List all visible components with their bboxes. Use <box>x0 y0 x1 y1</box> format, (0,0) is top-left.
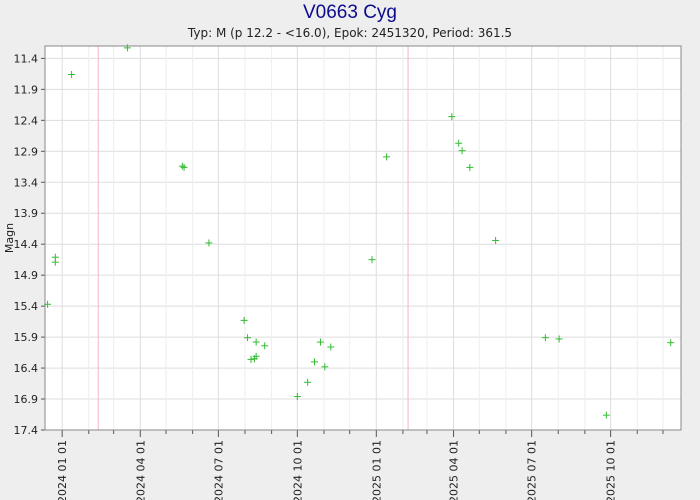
data-point <box>252 352 260 360</box>
y-tick-label: 15.9 <box>14 331 39 344</box>
y-tick-label: 16.9 <box>14 393 39 406</box>
data-points <box>44 44 675 419</box>
data-point <box>492 236 500 244</box>
data-point <box>247 355 255 363</box>
data-point <box>466 163 474 171</box>
y-tick-label: 11.4 <box>14 52 39 65</box>
y-tick-label: 13.4 <box>14 176 39 189</box>
x-tick-label: 2025 01 01 <box>370 440 383 500</box>
data-point <box>178 162 186 170</box>
data-point <box>317 338 325 346</box>
plot-border <box>44 45 682 431</box>
data-point <box>368 256 376 264</box>
x-tick-label: 2024 10 01 <box>291 440 304 500</box>
x-tick-label: 2025 07 01 <box>526 440 539 500</box>
data-point <box>293 393 301 401</box>
data-point <box>205 239 213 247</box>
data-point <box>51 258 59 266</box>
chart-title: V0663 Cyg <box>303 2 397 23</box>
y-axis-label: Magn <box>3 223 16 253</box>
y-tick-label: 11.9 <box>14 83 39 96</box>
data-point <box>123 44 131 52</box>
data-point <box>240 316 248 324</box>
data-point <box>602 411 610 419</box>
data-point <box>311 358 319 366</box>
data-point <box>321 363 329 371</box>
y-tick-label: 12.4 <box>14 114 39 127</box>
data-point <box>44 300 52 308</box>
period-lines <box>97 46 409 430</box>
data-point <box>261 342 269 350</box>
y-tick-label: 14.4 <box>14 238 39 251</box>
x-tick-label: 2024 07 01 <box>212 440 225 500</box>
data-point <box>180 163 188 171</box>
data-point <box>304 378 312 386</box>
data-point <box>667 339 675 347</box>
data-point <box>541 334 549 342</box>
data-point <box>555 335 563 343</box>
x-tick-label: 2025 10 01 <box>605 440 618 500</box>
x-tick-label: 2024 04 01 <box>134 440 147 500</box>
data-point <box>68 70 76 78</box>
plot-area <box>44 45 682 431</box>
y-tick-label: 14.9 <box>14 269 39 282</box>
y-tick-label: 17.4 <box>14 424 39 437</box>
data-point <box>448 113 456 121</box>
chart-subtitle: Typ: M (p 12.2 - <16.0), Epok: 2451320, … <box>187 26 512 40</box>
y-tick-label: 13.9 <box>14 207 39 220</box>
grid-lines <box>45 46 681 431</box>
data-point <box>252 338 260 346</box>
y-tick-label: 16.4 <box>14 362 39 375</box>
data-point <box>327 343 335 351</box>
data-point <box>455 139 463 147</box>
x-tick-label: 2025 04 01 <box>448 440 461 500</box>
y-tick-label: 15.4 <box>14 300 39 313</box>
data-point <box>244 334 252 342</box>
axes: 11.4 11.9 12.4 12.9 13.4 13.9 14.4 14.9 15.4 15.9… <box>14 45 682 500</box>
y-tick-label: 12.9 <box>14 145 39 158</box>
data-point <box>458 147 466 155</box>
x-tick-label: 2024 01 01 <box>56 440 69 500</box>
data-point <box>383 153 391 161</box>
